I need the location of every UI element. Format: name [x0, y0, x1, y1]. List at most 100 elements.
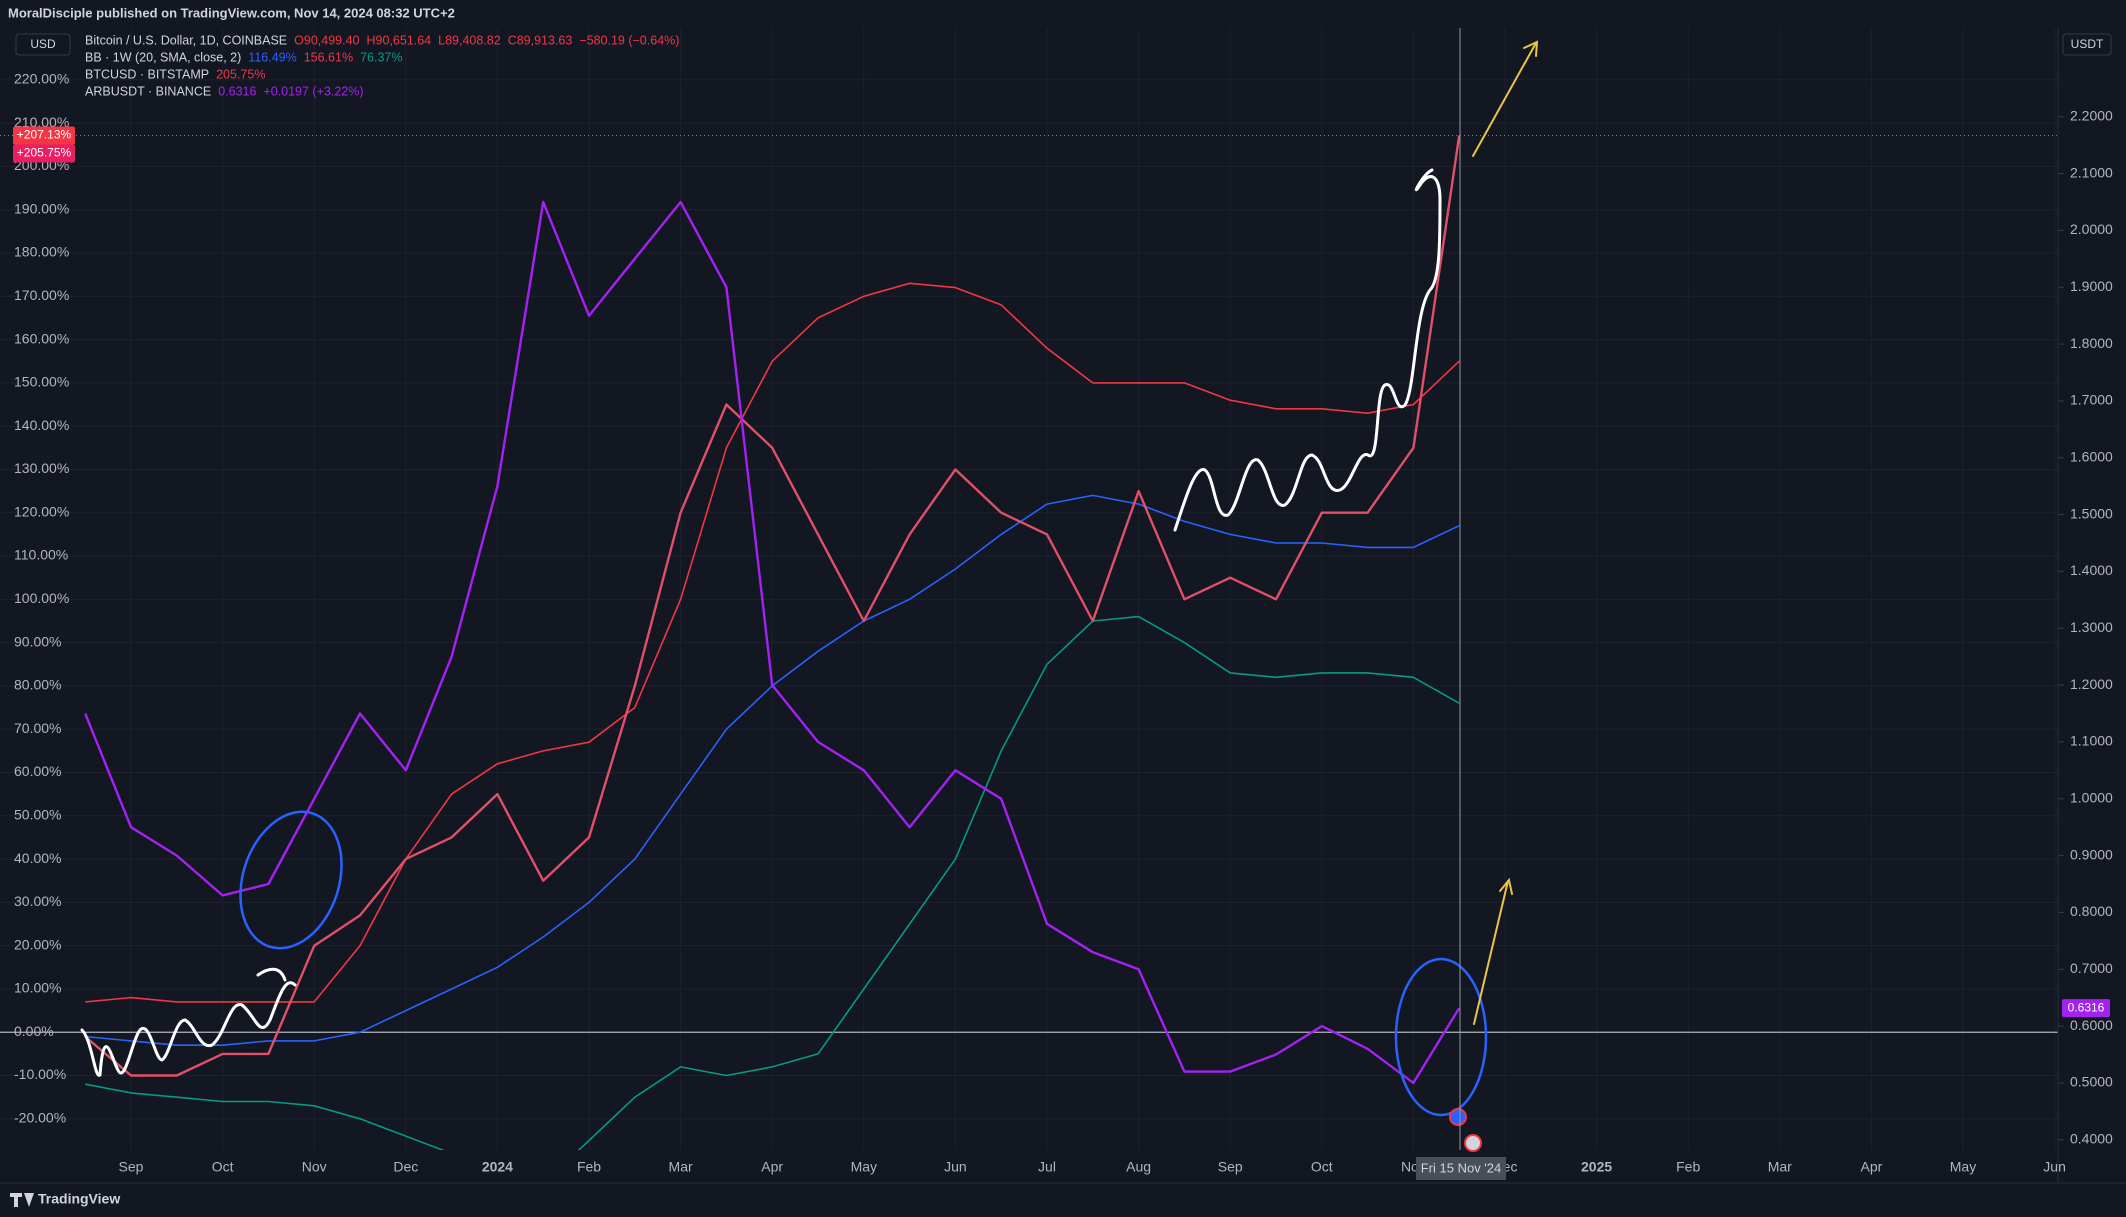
event-icon[interactable]	[1464, 1134, 1482, 1152]
labels: Sep Oct Nov Dec 2024 Feb Mar Apr May Jun Jul Aug Sep…	[13, 33, 2113, 1175]
arrow	[1473, 880, 1509, 1025]
y-tick-label: 80.00%	[14, 677, 61, 693]
series-line	[84, 135, 1461, 1077]
y2-tick-label: 1.5000	[2070, 505, 2113, 521]
y-tick-label: 190.00%	[14, 200, 69, 216]
price-tag: 0.6316	[2068, 1000, 2105, 1014]
crosshair-label-box	[1416, 1157, 1506, 1180]
y2-tick-label: 1.9000	[2070, 278, 2113, 294]
y2-tick-label: 1.3000	[2070, 619, 2113, 635]
freehand-drawing	[256, 967, 287, 982]
y-tick-label: 220.00%	[14, 71, 69, 87]
x-tick-label: Apr	[1861, 1159, 1883, 1175]
series-line	[85, 615, 1460, 1150]
y2-tick-label: 0.7000	[2070, 960, 2113, 976]
y-tick-label: 160.00%	[14, 330, 69, 346]
legend-name: ARBUSDT · BINANCE	[85, 84, 211, 98]
series-line	[85, 282, 1460, 1003]
x-tick-label: May	[851, 1159, 877, 1175]
y2-tick-label: 1.1000	[2070, 733, 2113, 749]
x-tick-label: Oct	[212, 1159, 234, 1175]
x-tick-label: Jul	[1038, 1159, 1056, 1175]
price-tag-box	[13, 144, 75, 163]
unit-box[interactable]	[15, 33, 71, 56]
circle-highlight	[239, 810, 343, 950]
legend-value: O90,499.40	[294, 33, 359, 47]
legend-name: BB · 1W (20, SMA, close, 2)	[85, 50, 241, 64]
left-unit: USD	[30, 37, 56, 51]
y-tick-label: 90.00%	[14, 633, 61, 649]
y-tick-label: -10.00%	[14, 1066, 66, 1082]
y2-tick-label: 1.8000	[2070, 335, 2113, 351]
y2-tick-label: 2.2000	[2070, 107, 2113, 123]
price-tag-box	[13, 126, 75, 145]
y-tick-label: 50.00%	[14, 806, 61, 822]
y2-tick-label: 0.5000	[2070, 1074, 2113, 1090]
y-tick-label: 20.00%	[14, 936, 61, 952]
legend-name: Bitcoin / U.S. Dollar, 1D, COINBASE	[85, 33, 287, 47]
y2-tick-label: 0.6000	[2070, 1017, 2113, 1033]
brand-logo	[10, 1193, 34, 1207]
price-tag: +205.75%	[17, 146, 72, 160]
legend-value: 116.49%	[248, 50, 296, 64]
x-tick-label: Feb	[1676, 1159, 1700, 1175]
x-tick-label: Nov	[302, 1159, 327, 1175]
y-tick-label: 60.00%	[14, 763, 61, 779]
x-tick-label: 2025	[1581, 1159, 1612, 1175]
y-tick-label: 40.00%	[14, 850, 61, 866]
y-tick-label: 120.00%	[14, 503, 69, 519]
legend-value: L89,408.82	[438, 33, 501, 47]
y2-tick-label: 0.8000	[2070, 903, 2113, 919]
x-tick-label: Feb	[577, 1159, 601, 1175]
y2-tick-label: 0.9000	[2070, 846, 2113, 862]
freehand-drawing	[80, 981, 297, 1077]
arrow	[1472, 42, 1537, 157]
price-tag: +207.13%	[17, 128, 72, 142]
y-tick-label: 140.00%	[14, 417, 69, 433]
x-tick-label: Mar	[1768, 1159, 1792, 1175]
x-tick-label: Oct	[1311, 1159, 1333, 1175]
x-tick-label: 2024	[482, 1159, 513, 1175]
unit-box[interactable]	[2062, 33, 2112, 56]
y-tick-label: -20.00%	[14, 1110, 66, 1126]
y-tick-label: 10.00%	[14, 980, 61, 996]
x-tick-label: Mar	[669, 1159, 693, 1175]
x-tick-label: Aug	[1126, 1159, 1151, 1175]
y-tick-label: 210.00%	[14, 114, 69, 130]
y-tick-label: 170.00%	[14, 287, 69, 303]
y2-tick-label: 1.7000	[2070, 392, 2113, 408]
x-tick-label: Jun	[2043, 1159, 2066, 1175]
y2-tick-label: 0.4000	[2070, 1130, 2113, 1146]
circle-highlight	[1394, 957, 1488, 1117]
legend-value: 0.6316	[218, 84, 256, 98]
y2-tick-label: 1.0000	[2070, 789, 2113, 805]
y2-tick-label: 1.6000	[2070, 448, 2113, 464]
annotations	[80, 40, 1539, 1152]
series-line	[84, 200, 1461, 1085]
y-tick-label: 110.00%	[14, 547, 68, 563]
legend-value: 76.37%	[360, 50, 402, 64]
price-tag-box	[2062, 999, 2110, 1018]
brand: TradingView	[38, 1191, 120, 1207]
plot-area	[0, 135, 2058, 1150]
legend-value: 205.75%	[216, 67, 265, 81]
x-tick-label: Apr	[761, 1159, 783, 1175]
arrow-head	[1499, 877, 1513, 895]
y2-tick-label: 2.0000	[2070, 221, 2113, 237]
y-tick-label: 180.00%	[14, 244, 69, 260]
x-tick-label: Dec	[393, 1159, 418, 1175]
x-tick-label: Sep	[1218, 1159, 1243, 1175]
legend-value: H90,651.64	[367, 33, 432, 47]
event-icon[interactable]	[1449, 1108, 1467, 1126]
crosshair-label: Fri 15 Nov '24	[1421, 1160, 1502, 1175]
y-tick-label: 0.00%	[14, 1023, 54, 1039]
y2-tick-label: 1.2000	[2070, 676, 2113, 692]
y-tick-label: 150.00%	[14, 374, 69, 390]
x-tick-label: May	[1950, 1159, 1976, 1175]
x-tick-label: Jun	[944, 1159, 967, 1175]
legend-value: 156.61%	[304, 50, 353, 64]
y2-tick-label: 1.4000	[2070, 562, 2113, 578]
